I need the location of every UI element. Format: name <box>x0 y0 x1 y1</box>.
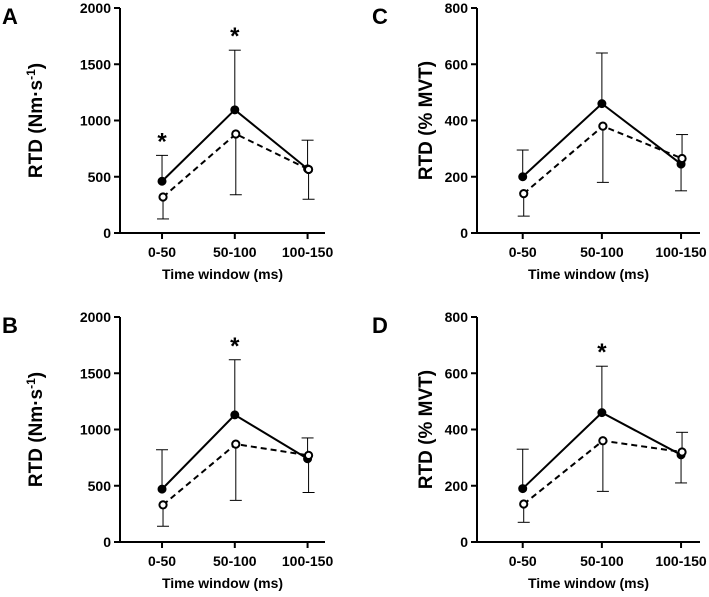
data-point-filled <box>157 484 167 494</box>
panel-letter: C <box>372 4 388 29</box>
y-tick-label: 200 <box>445 169 469 185</box>
significance-marker: * <box>597 339 607 366</box>
panel-letter: D <box>372 313 388 338</box>
x-tick-label: 100-150 <box>655 244 707 260</box>
data-point-filled <box>518 484 528 494</box>
data-point-filled <box>230 410 240 420</box>
y-tick-label: 1000 <box>80 113 111 129</box>
y-tick-label: 1500 <box>80 365 111 381</box>
x-tick-label: 0-50 <box>509 553 537 569</box>
x-axis-title: Time window (ms) <box>162 575 283 591</box>
data-point-open <box>598 121 608 131</box>
x-tick-label: 0-50 <box>509 244 537 260</box>
data-point-open <box>158 192 168 202</box>
x-tick-label: 0-50 <box>148 553 176 569</box>
significance-marker: * <box>230 23 240 50</box>
panel-c: C 0 200 400 600 800 0-50 50-100 100-150 Time wind… <box>372 0 707 282</box>
data-point-open <box>231 439 241 449</box>
x-tick-label: 50-100 <box>213 244 257 260</box>
x-tick-label: 50-100 <box>213 553 257 569</box>
data-point-open <box>231 129 241 139</box>
significance-marker: * <box>230 333 240 360</box>
data-point-open <box>677 153 687 164</box>
y-tick-label: 0 <box>460 534 468 550</box>
y-tick-label: 800 <box>445 309 469 325</box>
y-tick-label: 0 <box>103 534 111 550</box>
data-point-open <box>303 164 314 175</box>
y-axis-title: RTD (% MVT) <box>416 370 437 489</box>
y-tick-label: 400 <box>445 113 469 129</box>
data-point-open <box>677 447 687 457</box>
y-tick-label: 2000 <box>80 0 111 16</box>
y-tick-label: 500 <box>88 169 112 185</box>
x-tick-label: 50-100 <box>580 244 624 260</box>
y-tick-label: 400 <box>445 422 469 438</box>
data-point-filled <box>597 408 607 418</box>
y-tick-label: 0 <box>460 225 468 241</box>
series-line-solid <box>522 411 682 490</box>
data-point-filled <box>157 176 167 186</box>
y-tick-label: 600 <box>445 365 469 381</box>
x-axis-title: Time window (ms) <box>528 266 649 282</box>
data-point-open <box>598 436 608 446</box>
y-tick-label: 2000 <box>80 309 111 325</box>
y-tick-label: 600 <box>445 56 469 72</box>
significance-marker: * <box>157 128 167 155</box>
y-tick-label: 0 <box>103 225 111 241</box>
data-point-filled <box>518 172 528 182</box>
x-tick-label: 100-150 <box>282 244 334 260</box>
panel-a: A 0 500 1000 1500 2000 0-50 50-100 100-150 Time w… <box>2 0 333 282</box>
series-line-solid <box>161 108 309 182</box>
data-point-filled <box>230 105 240 115</box>
series-line-solid <box>522 102 682 178</box>
panel-letter: A <box>2 4 18 29</box>
y-axis-title: RTD (% MVT) <box>416 61 437 180</box>
y-tick-label: 800 <box>445 0 469 16</box>
panel-b: B 0 500 1000 1500 2000 0-50 50-100 100-150 Time w… <box>2 309 333 591</box>
x-tick-label: 0-50 <box>148 244 176 260</box>
x-tick-label: 100-150 <box>655 553 707 569</box>
x-tick-label: 100-150 <box>282 553 334 569</box>
panel-d: D 0 200 400 600 800 0-50 50-100 100-150 Time wind… <box>372 309 707 591</box>
data-point-open <box>519 189 529 199</box>
y-tick-label: 200 <box>445 478 469 494</box>
series-line-dashed <box>162 132 310 198</box>
y-axis-title: RTD (Nm·s-1) <box>24 63 47 178</box>
y-tick-label: 1500 <box>80 56 111 72</box>
x-tick-label: 50-100 <box>580 553 624 569</box>
panel-letter: B <box>2 313 18 338</box>
y-tick-label: 1000 <box>80 422 111 438</box>
data-point-open <box>158 500 168 510</box>
x-axis-title: Time window (ms) <box>162 266 283 282</box>
y-axis-title: RTD (Nm·s-1) <box>24 372 47 487</box>
y-tick-label: 500 <box>88 478 112 494</box>
data-point-open <box>519 499 529 509</box>
x-axis-title: Time window (ms) <box>528 575 649 591</box>
data-point-filled <box>597 99 607 109</box>
data-point-open <box>303 450 314 460</box>
